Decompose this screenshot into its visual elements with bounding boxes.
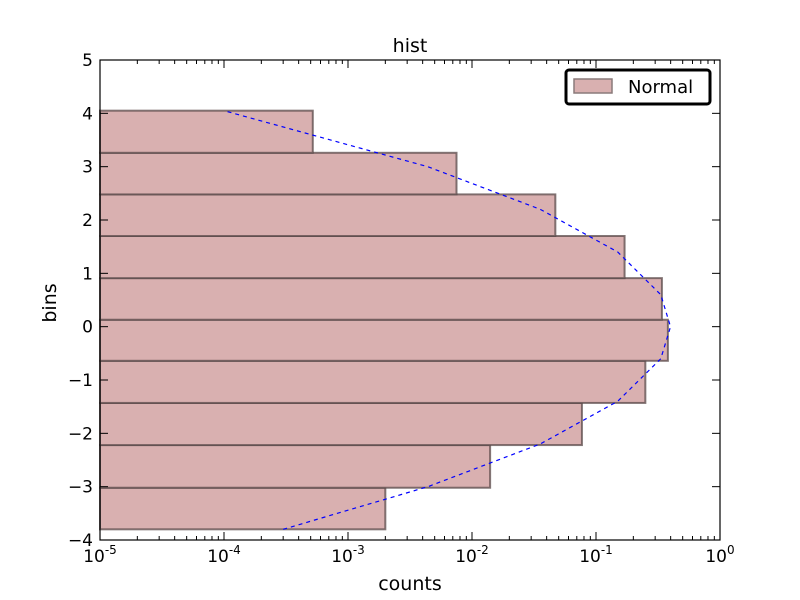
- y-tick-label-5: 1: [82, 264, 93, 284]
- x-tick-label-4: 10-1: [579, 543, 613, 567]
- x-tick-label-2: 10-3: [331, 543, 365, 567]
- y-tick-label-4: 0: [82, 318, 93, 338]
- bar-0: [99, 486, 387, 531]
- y-tick-label-9: 5: [82, 51, 93, 71]
- y-tick-label-0: −4: [68, 531, 93, 551]
- x-axis-label: counts: [378, 573, 442, 595]
- bar-5: [99, 277, 663, 321]
- bar-2: [99, 401, 583, 447]
- y-tick-label-8: 4: [82, 104, 93, 124]
- legend-label-normal: Normal: [628, 77, 693, 98]
- legend-swatch: [573, 78, 613, 94]
- axes-frame: [99, 59, 721, 541]
- y-tick-label-3: −1: [68, 371, 93, 391]
- y-tick-label-7: 3: [82, 158, 93, 178]
- bar-8: [99, 151, 458, 196]
- bar-6: [99, 235, 626, 280]
- x-ticks-group: 10-5 10-4 10-3 10-2 10-1 100: [83, 60, 735, 567]
- bars-group: [99, 109, 669, 531]
- legend: Normal: [564, 68, 712, 106]
- y-tick-label-2: −2: [68, 424, 93, 444]
- bar-9: [99, 109, 314, 154]
- y-tick-label-6: 2: [82, 211, 93, 231]
- x-tick-label-3: 10-2: [455, 543, 489, 567]
- x-tick-label-0: 10-5: [83, 543, 117, 567]
- bar-4: [99, 318, 669, 362]
- bar-7: [99, 193, 557, 237]
- x-tick-label-1: 10-4: [207, 543, 241, 567]
- bar-3: [99, 359, 647, 404]
- y-axis-label: bins: [39, 283, 61, 322]
- y-tick-label-1: −3: [68, 478, 93, 498]
- x-tick-label-5: 100: [705, 543, 734, 567]
- y-ticks-group: −4 −3 −2 −1 0 1 2 3 4 5: [68, 51, 720, 551]
- chart-title: hist: [393, 35, 428, 57]
- bar-1: [99, 444, 492, 489]
